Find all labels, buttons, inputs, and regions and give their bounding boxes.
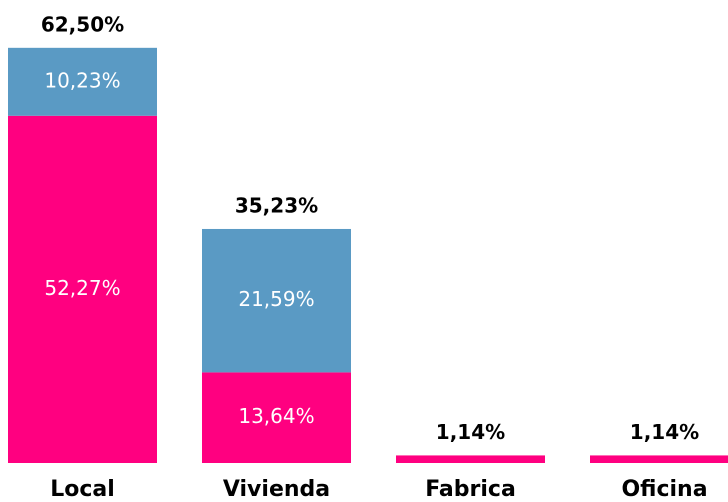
segment-label: 21,59% — [238, 287, 314, 311]
segment-label: 10,23% — [44, 68, 120, 92]
bar-segment — [590, 455, 728, 463]
bar-segment — [8, 115, 157, 463]
segment-label: 52,27% — [44, 276, 120, 300]
x-tick-label: Oficina — [621, 477, 707, 502]
x-tick-label: Vivienda — [223, 477, 330, 502]
bar-segment — [8, 47, 157, 116]
bar-segment — [202, 372, 351, 463]
total-label: 62,50% — [41, 12, 124, 36]
total-label: 1,14% — [630, 420, 699, 444]
x-tick-label: Fabrica — [425, 477, 516, 502]
total-label: 1,14% — [436, 420, 505, 444]
bar-segment — [396, 455, 545, 463]
bar-segment — [202, 228, 351, 373]
x-tick-label: Local — [50, 477, 115, 502]
total-label: 35,23% — [235, 193, 318, 217]
segment-label: 13,64% — [238, 404, 314, 428]
